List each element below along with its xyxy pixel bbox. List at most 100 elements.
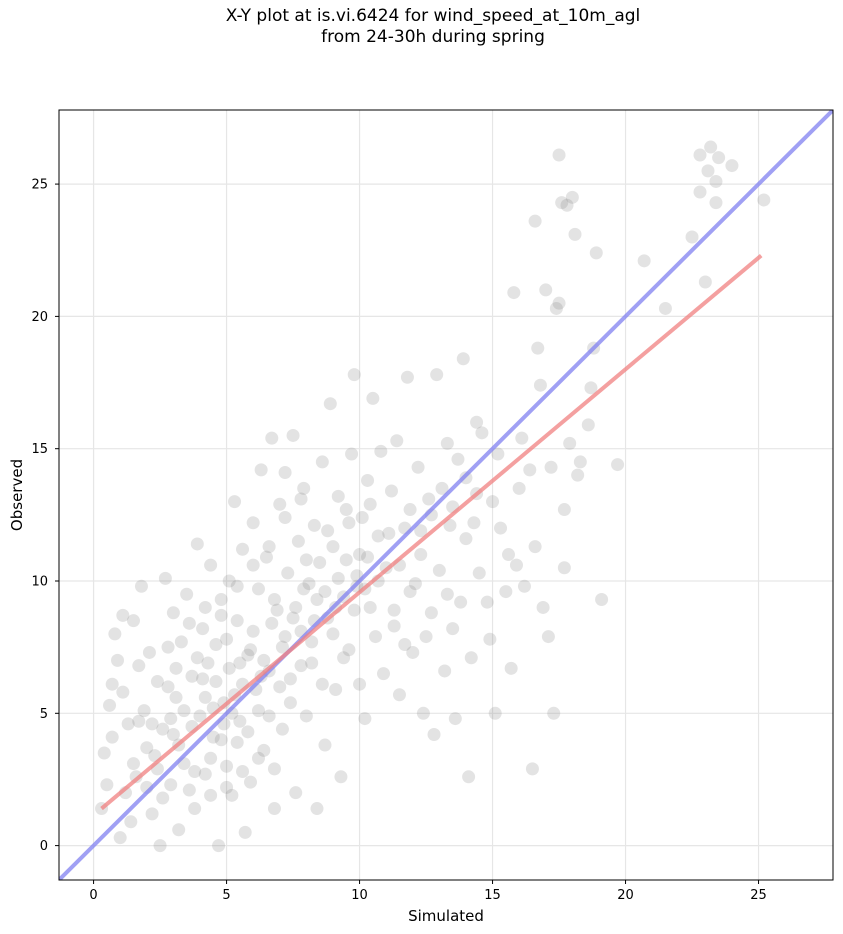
data-point <box>347 603 361 617</box>
data-point <box>233 656 247 670</box>
data-point <box>225 788 239 802</box>
data-point <box>331 571 345 585</box>
data-point <box>166 727 180 741</box>
data-point <box>440 587 454 601</box>
data-point <box>470 415 484 429</box>
data-point <box>459 532 473 546</box>
data-point <box>198 600 212 614</box>
data-point <box>376 667 390 681</box>
data-point <box>382 526 396 540</box>
data-point <box>323 397 337 411</box>
data-point <box>100 778 114 792</box>
data-point <box>204 751 218 765</box>
data-point <box>315 677 329 691</box>
data-point <box>502 548 516 562</box>
data-point <box>246 624 260 638</box>
data-point <box>310 802 324 816</box>
data-point <box>693 185 707 199</box>
data-point <box>206 730 220 744</box>
data-point <box>289 600 303 614</box>
data-point <box>430 368 444 382</box>
data-point <box>685 230 699 244</box>
data-point <box>355 510 369 524</box>
data-point <box>483 632 497 646</box>
data-point <box>116 685 130 699</box>
data-point <box>142 645 156 659</box>
data-point <box>342 516 356 530</box>
chart-title: X-Y plot at is.vi.6424 for wind_speed_at… <box>225 6 641 47</box>
data-point <box>531 341 545 355</box>
x-tick-label: 0 <box>89 888 97 903</box>
data-point <box>321 524 335 538</box>
data-point <box>177 704 191 718</box>
data-point <box>132 659 146 673</box>
data-point <box>557 561 571 575</box>
data-point <box>283 672 297 686</box>
data-point <box>241 725 255 739</box>
data-point <box>299 553 313 567</box>
y-tick-label: 5 <box>40 707 48 722</box>
y-tick-label: 20 <box>31 310 48 325</box>
identity-line <box>59 110 833 880</box>
data-point <box>180 587 194 601</box>
x-axis-label: Simulated <box>408 907 484 925</box>
data-point <box>361 550 375 564</box>
data-point <box>156 722 170 736</box>
data-point <box>443 518 457 532</box>
data-point <box>411 460 425 474</box>
grid-layer <box>59 110 833 880</box>
data-point <box>403 503 417 517</box>
data-point <box>305 635 319 649</box>
data-point <box>584 381 598 395</box>
data-point <box>451 452 465 466</box>
data-point <box>172 823 186 837</box>
data-point <box>536 600 550 614</box>
data-point <box>552 148 566 162</box>
data-point <box>302 577 316 591</box>
x-tick-label: 10 <box>351 888 368 903</box>
data-point <box>307 518 321 532</box>
data-point <box>334 770 348 784</box>
data-point <box>204 788 218 802</box>
data-point <box>547 706 561 720</box>
data-point <box>111 653 125 667</box>
data-point <box>462 770 476 784</box>
data-point <box>217 696 231 710</box>
data-point <box>105 730 119 744</box>
data-point <box>161 640 175 654</box>
data-point <box>209 675 223 689</box>
data-point <box>244 643 258 657</box>
x-tick-label: 5 <box>222 888 230 903</box>
data-point <box>140 741 154 755</box>
data-point <box>523 463 537 477</box>
data-point <box>337 651 351 665</box>
data-point <box>228 495 242 509</box>
data-point <box>480 595 494 609</box>
data-point <box>246 558 260 572</box>
data-point <box>251 582 265 596</box>
data-point <box>565 190 579 204</box>
data-point <box>725 159 739 173</box>
data-point <box>363 600 377 614</box>
data-point <box>182 616 196 630</box>
data-point <box>201 656 215 670</box>
data-point <box>704 140 718 154</box>
data-point <box>427 727 441 741</box>
data-point <box>267 762 281 776</box>
data-point <box>456 352 470 366</box>
data-point <box>158 571 172 585</box>
data-point <box>124 815 138 829</box>
data-point <box>262 540 276 554</box>
data-point <box>555 196 569 210</box>
data-point <box>698 275 712 289</box>
data-point <box>589 246 603 260</box>
data-point <box>387 619 401 633</box>
data-point <box>220 759 234 773</box>
data-point <box>212 839 226 853</box>
data-point <box>464 651 478 665</box>
data-point <box>329 682 343 696</box>
data-point <box>251 704 265 718</box>
data-point <box>419 630 433 644</box>
data-point <box>230 735 244 749</box>
data-point <box>156 791 170 805</box>
